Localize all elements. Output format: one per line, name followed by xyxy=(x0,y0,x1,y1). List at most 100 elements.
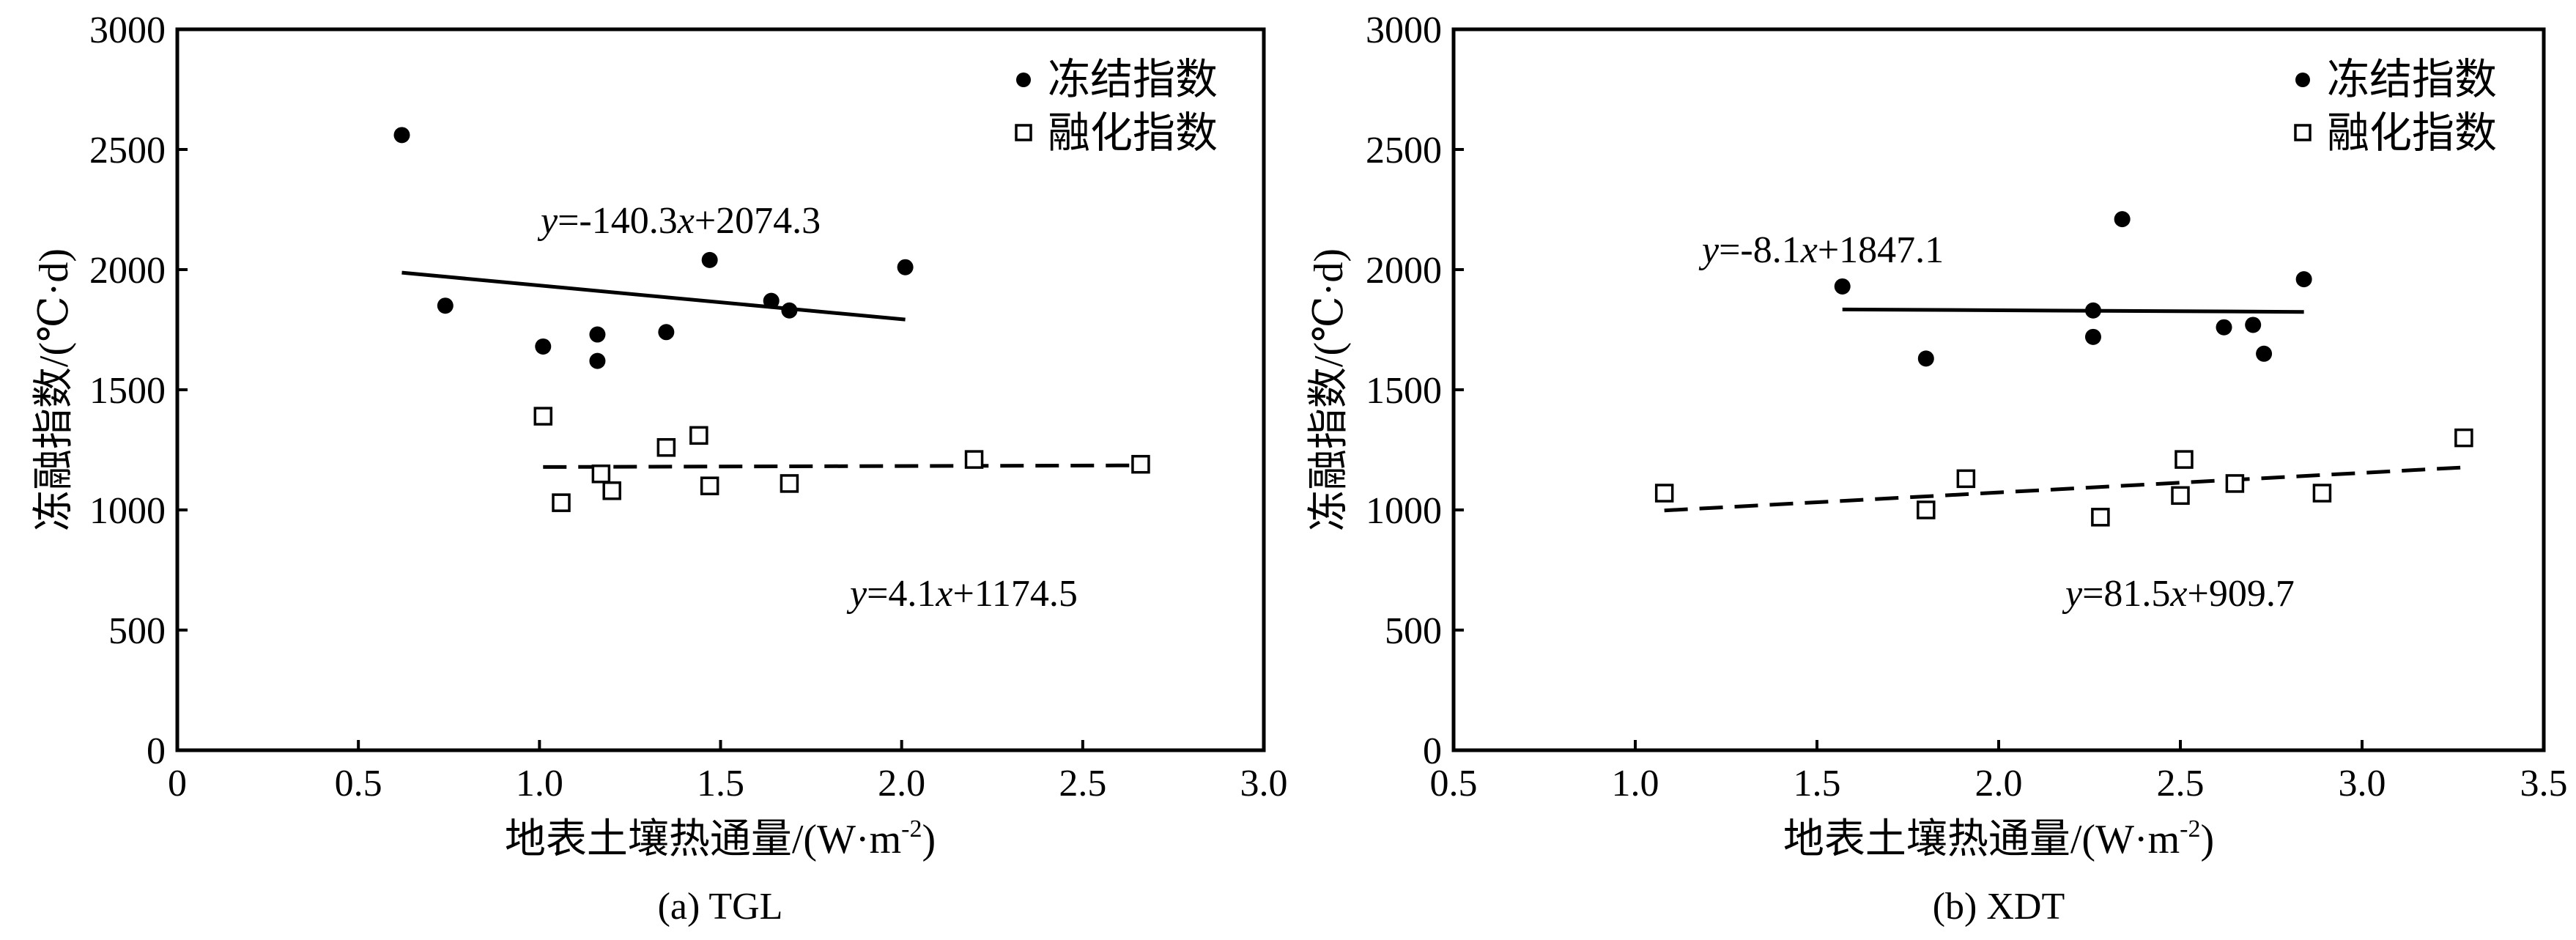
equation-var-y: y xyxy=(2062,573,2083,615)
data-point-freezing xyxy=(535,338,552,355)
legend-marker-thawing xyxy=(2294,124,2312,141)
x-tick-label: 2.0 xyxy=(878,763,925,804)
data-point-freezing xyxy=(2084,328,2101,345)
data-point-freezing xyxy=(437,297,454,314)
legend-label-thawing: 融化指数 xyxy=(1048,109,1218,157)
x-tick-label: 1.0 xyxy=(516,763,563,804)
y-tick-label: 3000 xyxy=(89,10,166,51)
x-tick-label: 1.5 xyxy=(697,763,744,804)
equation-var-x: x xyxy=(1800,229,1818,271)
x-tick-label: 0.5 xyxy=(1430,763,1478,804)
x-tick-label: 3.5 xyxy=(2520,763,2568,804)
equation-freezing: y=-8.1x+1847.1 xyxy=(1698,229,1944,271)
y-tick-label: 1000 xyxy=(89,490,166,532)
y-axis-title: 冻融指数/(℃·d) xyxy=(1306,248,1352,531)
y-tick-label: 500 xyxy=(108,610,166,652)
data-point-thawing xyxy=(2225,474,2245,493)
data-point-freezing xyxy=(393,127,410,144)
data-point-freezing xyxy=(658,324,675,341)
data-point-thawing xyxy=(1654,484,1674,503)
fit-line-freezing xyxy=(1842,307,2304,314)
y-tick-label: 1500 xyxy=(89,370,166,412)
x-axis-title-end: ) xyxy=(922,817,936,862)
data-point-thawing xyxy=(2454,428,2473,448)
y-axis-ticks: 0 500 1000 1500 2000 2500 3000 xyxy=(89,10,188,772)
equation-var-x: x xyxy=(2169,573,2187,615)
x-axis-title-end: ) xyxy=(2200,817,2214,862)
data-point-freezing xyxy=(589,352,606,369)
y-tick-label: 500 xyxy=(1385,610,1442,652)
data-point-thawing xyxy=(656,437,676,457)
y-tick-label: 2500 xyxy=(1366,130,1442,171)
data-point-freezing xyxy=(701,251,718,268)
data-point-thawing xyxy=(700,476,719,495)
data-point-freezing xyxy=(2114,211,2131,228)
legend: 冻结指数 融化指数 xyxy=(2294,56,2497,157)
equation-thawing: y=81.5x+909.7 xyxy=(2062,573,2295,615)
data-points xyxy=(393,127,1150,512)
y-tick-label: 1000 xyxy=(1366,490,1442,532)
panel-b-xdt: 0 500 1000 1500 2000 2500 3000 0.5 1.0 1.5 2.0 2.5… xyxy=(1306,10,2568,928)
equation-var-y: y xyxy=(846,573,867,615)
equation-intercept: +1174.5 xyxy=(953,573,1078,615)
equation-thawing: y=4.1x+1174.5 xyxy=(846,573,1078,615)
legend: 冻结指数 融化指数 xyxy=(1015,56,1218,157)
x-tick-label: 2.5 xyxy=(2157,763,2205,804)
legend-label-thawing: 融化指数 xyxy=(2327,109,2497,157)
y-tick-label: 2500 xyxy=(89,130,166,171)
x-tick-label: 1.0 xyxy=(1612,763,1659,804)
x-tick-label: 3.0 xyxy=(2339,763,2386,804)
x-axis-title-main: 地表土壤热通量/(W·m xyxy=(1783,817,2180,862)
equation-slope: =4.1 xyxy=(867,573,936,615)
data-point-freezing xyxy=(1834,278,1851,295)
legend-marker-thawing xyxy=(1015,124,1032,141)
data-point-thawing xyxy=(2175,450,2194,469)
y-axis-title: 冻融指数/(℃·d) xyxy=(32,248,77,531)
equation-intercept: +909.7 xyxy=(2188,573,2295,615)
data-point-thawing xyxy=(2091,508,2110,527)
legend-label-freezing: 冻结指数 xyxy=(2327,56,2497,103)
data-point-freezing xyxy=(781,302,798,319)
equation-slope: =-140.3 xyxy=(558,200,678,242)
fit-line-freezing xyxy=(401,270,906,322)
y-tick-label: 2000 xyxy=(89,250,166,292)
data-point-freezing xyxy=(589,326,606,343)
x-axis-title-sup: -2 xyxy=(2180,815,2200,843)
equation-slope: =81.5 xyxy=(2082,573,2170,615)
fit-line-thawing xyxy=(1664,465,2465,513)
x-tick-label: 1.5 xyxy=(1794,763,1841,804)
data-point-freezing xyxy=(2216,319,2232,336)
panel-caption: (a) TGL xyxy=(658,886,783,928)
data-point-freezing xyxy=(2084,302,2101,319)
x-axis-title: 地表土壤热通量/(W·m-2) xyxy=(1783,815,2214,862)
y-tick-label: 0 xyxy=(147,730,166,772)
y-tick-label: 3000 xyxy=(1366,10,1442,51)
x-tick-label: 0 xyxy=(168,763,187,804)
data-point-thawing xyxy=(2312,484,2332,503)
equation-var-y: y xyxy=(537,200,558,242)
data-point-freezing xyxy=(2245,317,2262,333)
panel-caption: (b) XDT xyxy=(1933,886,2065,928)
data-points xyxy=(1654,211,2473,527)
data-point-thawing xyxy=(780,474,799,493)
data-point-freezing xyxy=(2256,345,2273,362)
equation-var-x: x xyxy=(677,200,695,242)
data-point-thawing xyxy=(602,481,621,500)
data-point-thawing xyxy=(533,407,553,426)
x-tick-label: 0.5 xyxy=(335,763,382,804)
data-point-thawing xyxy=(1917,500,1936,519)
equation-freezing: y=-140.3x+2074.3 xyxy=(537,200,821,242)
data-point-freezing xyxy=(2295,271,2312,288)
x-tick-label: 3.0 xyxy=(1240,763,1288,804)
equation-var-y: y xyxy=(1698,229,1720,271)
x-axis-ticks: 0.5 1.0 1.5 2.0 2.5 3.0 3.5 xyxy=(1430,740,2568,804)
x-tick-label: 2.0 xyxy=(1975,763,2023,804)
legend-marker-freezing xyxy=(2295,73,2310,87)
legend-marker-freezing xyxy=(1016,73,1031,87)
data-point-thawing xyxy=(2171,486,2190,506)
data-point-thawing xyxy=(1956,469,1976,489)
fit-line-thawing xyxy=(543,463,1141,469)
data-point-thawing xyxy=(689,426,708,445)
data-point-thawing xyxy=(591,465,611,484)
legend-label-freezing: 冻结指数 xyxy=(1048,56,1218,103)
